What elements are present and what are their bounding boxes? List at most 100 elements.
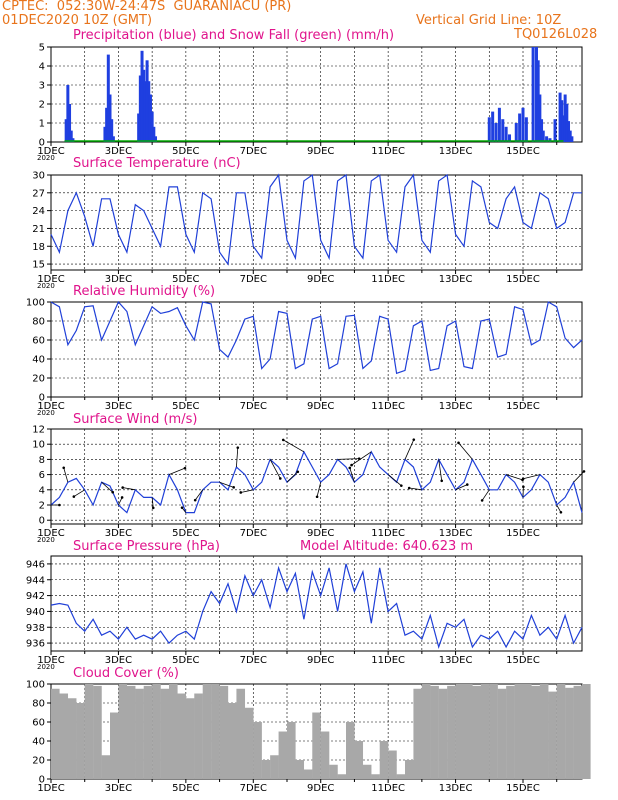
precip-bar xyxy=(538,94,542,142)
x-tick-label: 15DEC xyxy=(506,146,540,157)
wind-arrow xyxy=(573,471,585,483)
wind-arrow-head xyxy=(193,498,197,502)
model-altitude: Model Altitude: 640.623 m xyxy=(300,539,474,554)
wind-arrow-head xyxy=(521,477,525,481)
precip-bar xyxy=(150,111,154,142)
wind-arrow xyxy=(168,467,186,475)
precip-bar xyxy=(148,94,152,142)
wind-arrow xyxy=(523,474,540,480)
wind-arrow xyxy=(122,487,136,491)
y-tick-label: 946 xyxy=(26,559,45,570)
x-tick-label: 11DEC xyxy=(371,401,405,412)
y-tick-label: 20 xyxy=(32,374,45,385)
cloud-bar xyxy=(253,722,262,779)
wind-arrow xyxy=(73,489,85,497)
cloud-bar xyxy=(413,688,423,779)
x-tick-label: 9DEC xyxy=(307,401,334,412)
y-tick-label: 12 xyxy=(32,425,45,436)
cloud-bar xyxy=(362,764,372,779)
wind-arrow xyxy=(118,497,123,506)
precip-bar xyxy=(143,81,147,142)
precip-bar xyxy=(565,104,569,142)
wind-arrow xyxy=(101,481,113,493)
x-tick-label: 1DEC xyxy=(37,528,64,539)
wind-arrow-head xyxy=(559,510,563,514)
cloud-bar xyxy=(219,685,229,779)
wind-arrow-head xyxy=(457,441,460,445)
cloud-bar xyxy=(59,693,69,779)
precip-bar xyxy=(558,92,562,142)
x-tick-label: 11DEC xyxy=(371,146,405,157)
wind-arrow-head xyxy=(183,466,187,470)
cloud-bar xyxy=(337,774,347,779)
wind-arrow xyxy=(63,467,69,483)
cloud-bar xyxy=(303,769,313,779)
header-line2: 01DEC2020 10Z (GMT) xyxy=(2,13,153,28)
cloud-bar xyxy=(160,688,170,779)
wind-arrow-head xyxy=(480,499,484,502)
x-tick-label: 13DEC xyxy=(439,401,473,412)
cloud-bar xyxy=(261,760,271,779)
cloud-bar xyxy=(396,774,406,779)
wind-arrow xyxy=(337,458,360,460)
y-tick-label: 10 xyxy=(32,440,45,451)
precip-bar xyxy=(138,75,142,142)
y-tick-label: 1 xyxy=(39,119,45,130)
cloud-bar xyxy=(523,684,532,779)
y-tick-label: 936 xyxy=(26,639,45,650)
precip-bar xyxy=(69,130,73,142)
wind-arrow xyxy=(151,497,154,508)
precip-bar xyxy=(103,126,107,142)
year-label: 2020 xyxy=(37,154,55,162)
rh-title: Relative Humidity (%) xyxy=(73,284,216,299)
cloud-bar xyxy=(371,774,380,779)
y-tick-label: 4 xyxy=(39,62,45,73)
cloud-bar xyxy=(480,684,490,779)
wind-arrow-head xyxy=(236,446,240,449)
cloud-bar xyxy=(185,698,195,779)
wind-arrow xyxy=(506,474,523,481)
y-tick-label: 40 xyxy=(32,355,45,366)
cloud-bar xyxy=(438,688,448,779)
cloud-bar xyxy=(135,688,144,779)
cloud-bar xyxy=(447,685,456,779)
cloud-title: Cloud Cover (%) xyxy=(73,666,179,681)
wind-arrow-head xyxy=(465,483,469,486)
precip-bar xyxy=(541,130,545,142)
cloud-bar xyxy=(51,688,60,779)
cloud-bar xyxy=(152,684,161,779)
precip-bar xyxy=(106,54,110,142)
precip-bar xyxy=(570,136,574,142)
x-tick-label: 15DEC xyxy=(506,655,540,666)
wind-arrow xyxy=(387,474,402,486)
wind-arrow-head xyxy=(296,470,300,474)
precip-bar xyxy=(137,113,141,142)
precip-bar xyxy=(147,81,151,142)
x-tick-label: 3DEC xyxy=(105,783,132,794)
y-tick-label: 8 xyxy=(39,455,45,466)
precip-bar xyxy=(504,126,508,142)
cloud-bar xyxy=(76,703,85,779)
precip-bar xyxy=(501,119,505,142)
precip-bar xyxy=(518,113,522,142)
y-tick-label: 6 xyxy=(39,470,45,481)
wind-arrow xyxy=(481,489,490,501)
x-tick-label: 15DEC xyxy=(506,401,540,412)
wind-arrow xyxy=(219,481,234,488)
cloud-bar xyxy=(531,685,541,779)
precip-bar xyxy=(140,50,144,142)
panel-1: 15 18 21 24 27 30 1DEC 3DEC 5DEC 7DEC 9DEC 11DEC 13D… xyxy=(32,171,583,290)
cloud-bar xyxy=(320,731,330,779)
precip-bar xyxy=(64,119,68,142)
precip-bar xyxy=(491,111,495,142)
cloud-bar xyxy=(472,685,482,779)
precip-bar xyxy=(567,121,571,142)
cloud-bar xyxy=(565,687,574,779)
wind-arrow xyxy=(236,447,239,468)
wind-arrow-head xyxy=(350,463,353,467)
y-tick-label: 24 xyxy=(32,206,45,217)
year-label: 2020 xyxy=(37,663,55,671)
x-tick-label: 11DEC xyxy=(371,655,405,666)
precip-bar xyxy=(110,119,114,142)
cloud-bar xyxy=(211,684,220,779)
